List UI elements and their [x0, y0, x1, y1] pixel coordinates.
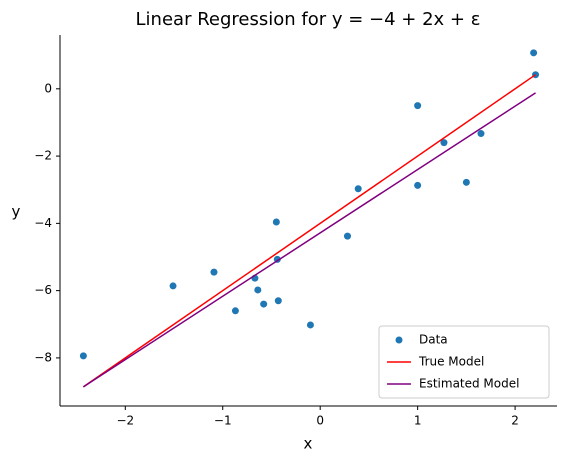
data-point [306, 321, 314, 329]
y-tick-label: 0 [44, 81, 52, 95]
data-point [414, 181, 422, 189]
legend-label: Estimated Model [419, 377, 519, 391]
model-line [82, 92, 536, 388]
model-line [82, 74, 536, 388]
data-point [231, 307, 239, 315]
x-axis-label: x [304, 435, 313, 453]
data-point [254, 286, 262, 294]
x-tick-label: −1 [214, 414, 232, 428]
legend-box [378, 325, 550, 399]
y-tick-label: −4 [34, 216, 52, 230]
x-tick-label: −2 [116, 414, 134, 428]
data-point [79, 352, 87, 360]
data-point [530, 49, 538, 57]
y-tick-label: −2 [34, 149, 52, 163]
data-point [169, 282, 177, 290]
data-point [343, 232, 351, 240]
data-point [462, 178, 470, 186]
data-point [414, 102, 422, 110]
data-point [477, 130, 485, 138]
legend-swatch [395, 336, 403, 344]
y-tick-label: −8 [34, 350, 52, 364]
x-tick-label: 1 [414, 414, 422, 428]
legend-label: Data [419, 333, 448, 347]
y-axis-label: y [12, 203, 21, 221]
data-point [274, 297, 282, 305]
data-point [210, 268, 218, 276]
data-point [272, 218, 280, 226]
data-point [440, 139, 448, 147]
chart-title: Linear Regression for y = −4 + 2x + ε [136, 9, 481, 30]
x-tick-label: 2 [511, 414, 519, 428]
data-point [354, 185, 362, 193]
x-tick-label: 0 [316, 414, 324, 428]
y-tick-label: −6 [34, 283, 52, 297]
legend-label: True Model [418, 355, 484, 369]
data-point [260, 300, 268, 308]
